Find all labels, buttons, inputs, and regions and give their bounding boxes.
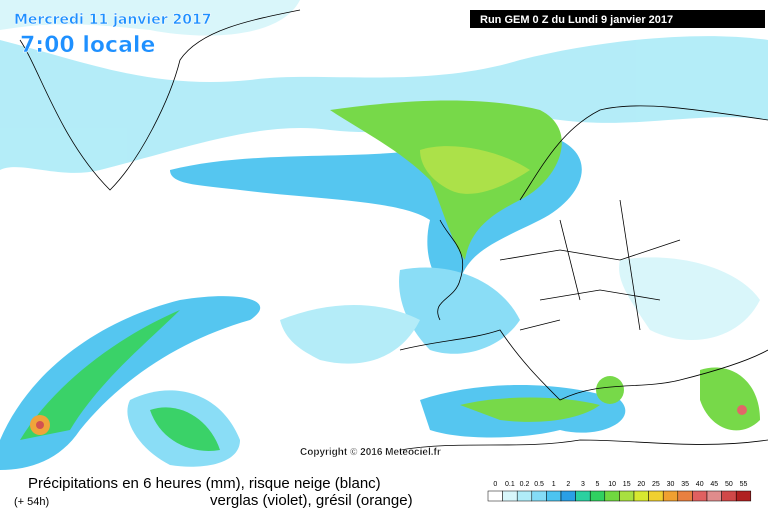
rain-peak <box>737 405 747 415</box>
scale-label: 55 <box>740 481 748 488</box>
coastlines <box>19 9 768 451</box>
scale-label: 40 <box>696 481 704 488</box>
map-date: Mercredi 11 janvier 2017 <box>14 12 211 28</box>
scale-label: 1 <box>552 481 556 488</box>
africa-coast <box>399 439 768 451</box>
scale-label: 0.2 <box>520 481 530 488</box>
scale-swatch <box>516 490 533 502</box>
rain-core <box>20 310 180 440</box>
rain-core <box>700 367 760 431</box>
scale-swatch <box>706 490 722 502</box>
scale-swatch <box>677 490 693 502</box>
scale-label: 0.5 <box>534 481 544 488</box>
scale-label: 5 <box>596 481 600 488</box>
scale-label: 0.1 <box>505 481 515 488</box>
scale-swatch <box>531 490 547 502</box>
scale-label: 10 <box>608 481 616 488</box>
rain-band <box>619 257 760 340</box>
footer-title: Précipitations en 6 heures (mm), risque … <box>28 475 381 492</box>
scale-swatch <box>735 490 752 502</box>
rain-band <box>0 0 300 36</box>
scale-label: 30 <box>667 481 675 488</box>
color-scale: 0 0.1 0.2 0.5 1 2 3 5 10 15 20 25 30 35 40 45 50 55 <box>487 481 752 502</box>
scale-label: 45 <box>710 481 718 488</box>
scale-swatch <box>546 490 562 502</box>
britain-coast <box>437 219 464 321</box>
scale-swatch <box>692 490 708 502</box>
scale-label: 20 <box>637 481 645 488</box>
mediterranean-coast <box>399 329 768 401</box>
scale-swatch <box>560 490 576 502</box>
map-time: 7:00 locale <box>20 33 155 58</box>
rain-core <box>596 376 624 404</box>
borders <box>499 199 681 331</box>
rain-core <box>420 146 530 194</box>
rain-band <box>280 305 420 364</box>
scale-label: 0 <box>493 481 497 488</box>
rain-peak <box>36 421 44 429</box>
scale-label: 50 <box>725 481 733 488</box>
scale-swatch <box>604 490 620 502</box>
scale-label: 3 <box>581 481 585 488</box>
scale-swatch <box>721 490 737 502</box>
scale-label: 25 <box>652 481 660 488</box>
rain-core <box>150 407 220 451</box>
scale-swatch <box>502 490 518 502</box>
scale-swatch <box>648 490 664 502</box>
footer-subtitle: verglas (violet), grésil (orange) <box>210 492 413 509</box>
run-label: Run GEM 0 Z du Lundi 9 janvier 2017 <box>480 14 673 26</box>
copyright: Copyright © 2016 Meteociel.fr <box>300 447 441 458</box>
scale-label: 15 <box>623 481 631 488</box>
scale-swatch <box>575 490 591 502</box>
scale-label: 2 <box>566 481 570 488</box>
rain-core <box>460 397 600 422</box>
run-box <box>470 10 765 28</box>
scale-swatch <box>662 490 679 502</box>
scale-label: 35 <box>681 481 689 488</box>
scandinavia-coast <box>519 105 768 201</box>
rain-band <box>399 267 520 354</box>
scale-swatch <box>589 490 606 502</box>
footer-lead: (+ 54h) <box>14 496 49 508</box>
greenland-coast <box>19 9 301 191</box>
precipitation-field <box>0 0 768 470</box>
scale-swatch <box>619 490 635 502</box>
scale-swatch <box>633 490 649 502</box>
scale-swatch <box>487 490 503 502</box>
